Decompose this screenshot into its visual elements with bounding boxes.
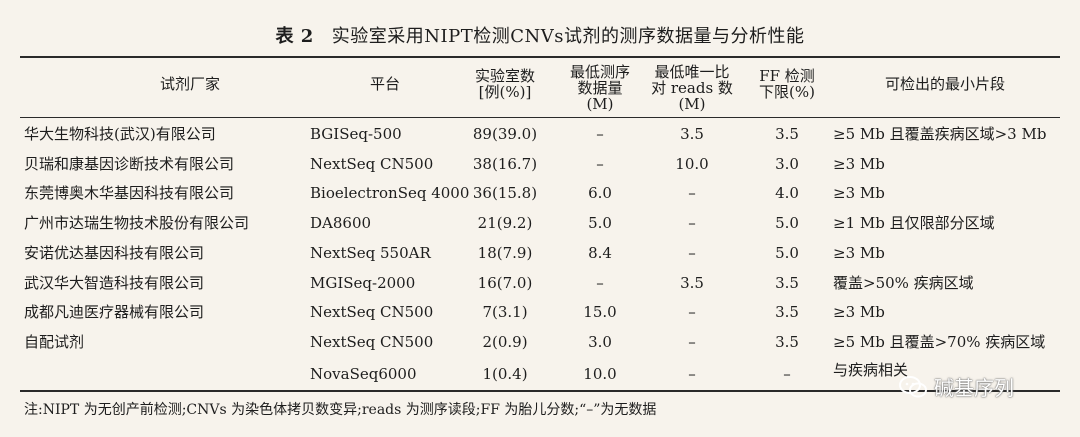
watermark-text: 碱基序列 [934, 376, 1014, 400]
vendor-cell: 华大生物科技(武汉)有限公司 [24, 125, 216, 143]
min-reads-cell: – [688, 333, 696, 351]
platform-cell: NextSeq CN500 [310, 333, 434, 351]
min-reads-cell: – [688, 214, 696, 232]
min-data-cell: – [596, 155, 604, 173]
platform-cell: NextSeq CN500 [310, 155, 434, 173]
vendor-cell: 东莞博奥木华基因科技有限公司 [24, 184, 235, 202]
ff-cell: 5.0 [775, 214, 799, 232]
vendor-cell: 安诺优达基因科技有限公司 [24, 244, 205, 262]
min-reads-cell: 10.0 [675, 155, 709, 173]
min-fragment-cell: 覆盖>50% 疾病区域 [833, 274, 974, 292]
min-data-cell: 3.0 [588, 333, 612, 351]
table-title-text: 实验室采用NIPT检测CNVs试剂的测序数据量与分析性能 [331, 26, 805, 47]
count-cell: 2(0.9) [482, 333, 528, 351]
ff-cell: 3.0 [775, 155, 799, 173]
platform-cell: MGISeq-2000 [310, 274, 416, 292]
count-cell: 89(39.0) [472, 125, 538, 143]
min-data-cell: 6.0 [588, 184, 612, 202]
count-cell: 16(7.0) [477, 274, 533, 292]
top-rule [20, 56, 1060, 58]
count-cell: 18(7.9) [477, 244, 533, 262]
table-note: 注:NIPT 为无创产前检测;CNVs 为染色体拷贝数变异;reads 为测序读… [24, 402, 657, 418]
vendor-cell: 广州市达瑞生物技术股份有限公司 [24, 214, 250, 232]
header-platform: 平台 [369, 75, 400, 93]
vendor-cell: 武汉华大智造科技有限公司 [24, 274, 205, 292]
wechat-icon [899, 375, 927, 397]
min-fragment-cell: ≥5 Mb 且覆盖疾病区域>3 Mb [833, 125, 1047, 143]
min-data-cell: – [596, 274, 604, 292]
count-cell: 1(0.4) [482, 365, 528, 383]
min-reads-cell: – [688, 184, 696, 202]
header-min-reads: 最低唯一比 对 reads 数 (M) [651, 63, 733, 113]
min-reads-cell: – [688, 303, 696, 321]
min-fragment-cell: ≥3 Mb [833, 184, 885, 202]
platform-cell: DA8600 [310, 214, 372, 232]
platform-cell: BGISeq-500 [310, 125, 402, 143]
min-fragment-cell: ≥3 Mb [833, 303, 885, 321]
vendor-cell: 成都凡迪医疗器械有限公司 [24, 303, 205, 321]
count-cell: 7(3.1) [482, 303, 528, 321]
count-cell: 36(15.8) [472, 184, 538, 202]
min-data-cell: 15.0 [583, 303, 617, 321]
table-title: 表 2 实验室采用NIPT检测CNVs试剂的测序数据量与分析性能 [0, 22, 1080, 48]
header-count: 实验室数 [例(%)] [474, 67, 535, 101]
min-reads-cell: 3.5 [680, 125, 704, 143]
watermark: 碱基序列 [898, 372, 1014, 401]
count-cell: 38(16.7) [472, 155, 538, 173]
ff-cell: – [783, 365, 791, 383]
count-cell: 21(9.2) [477, 214, 533, 232]
ff-cell: 3.5 [775, 274, 799, 292]
header-min-data: 最低测序 数据量 (M) [569, 63, 630, 113]
min-reads-cell: – [688, 365, 696, 383]
min-fragment-cell: 与疾病相关 [833, 361, 909, 379]
ff-cell: 3.5 [775, 303, 799, 321]
platform-cell: NextSeq 550AR [310, 244, 431, 262]
platform-cell: NextSeq CN500 [310, 303, 434, 321]
min-data-cell: 10.0 [583, 365, 617, 383]
header-ff: FF 检测 下限(%) [759, 67, 815, 101]
platform-cell: BioelectronSeq 4000 [310, 184, 470, 202]
header-min-fragment: 可检出的最小片段 [884, 75, 1005, 93]
ff-cell: 3.5 [775, 125, 799, 143]
min-fragment-cell: ≥1 Mb 且仅限部分区域 [833, 214, 995, 232]
bottom-rule [20, 390, 1060, 392]
min-fragment-cell: ≥3 Mb [833, 155, 885, 173]
table-number: 表 2 [275, 26, 314, 47]
min-data-cell: 8.4 [588, 244, 612, 262]
vendor-cell: 自配试剂 [24, 333, 85, 351]
min-reads-cell: 3.5 [680, 274, 704, 292]
ff-cell: 3.5 [775, 333, 799, 351]
min-data-cell: 5.0 [588, 214, 612, 232]
header-rule [20, 117, 1060, 118]
min-data-cell: – [596, 125, 604, 143]
ff-cell: 5.0 [775, 244, 799, 262]
header-vendor: 试剂厂家 [159, 75, 220, 93]
min-fragment-cell: ≥5 Mb 且覆盖>70% 疾病区域 [833, 333, 1046, 351]
min-reads-cell: – [688, 244, 696, 262]
platform-cell: NovaSeq6000 [310, 365, 417, 383]
vendor-cell: 贝瑞和康基因诊断技术有限公司 [24, 155, 235, 173]
min-fragment-cell: ≥3 Mb [833, 244, 885, 262]
ff-cell: 4.0 [775, 184, 799, 202]
